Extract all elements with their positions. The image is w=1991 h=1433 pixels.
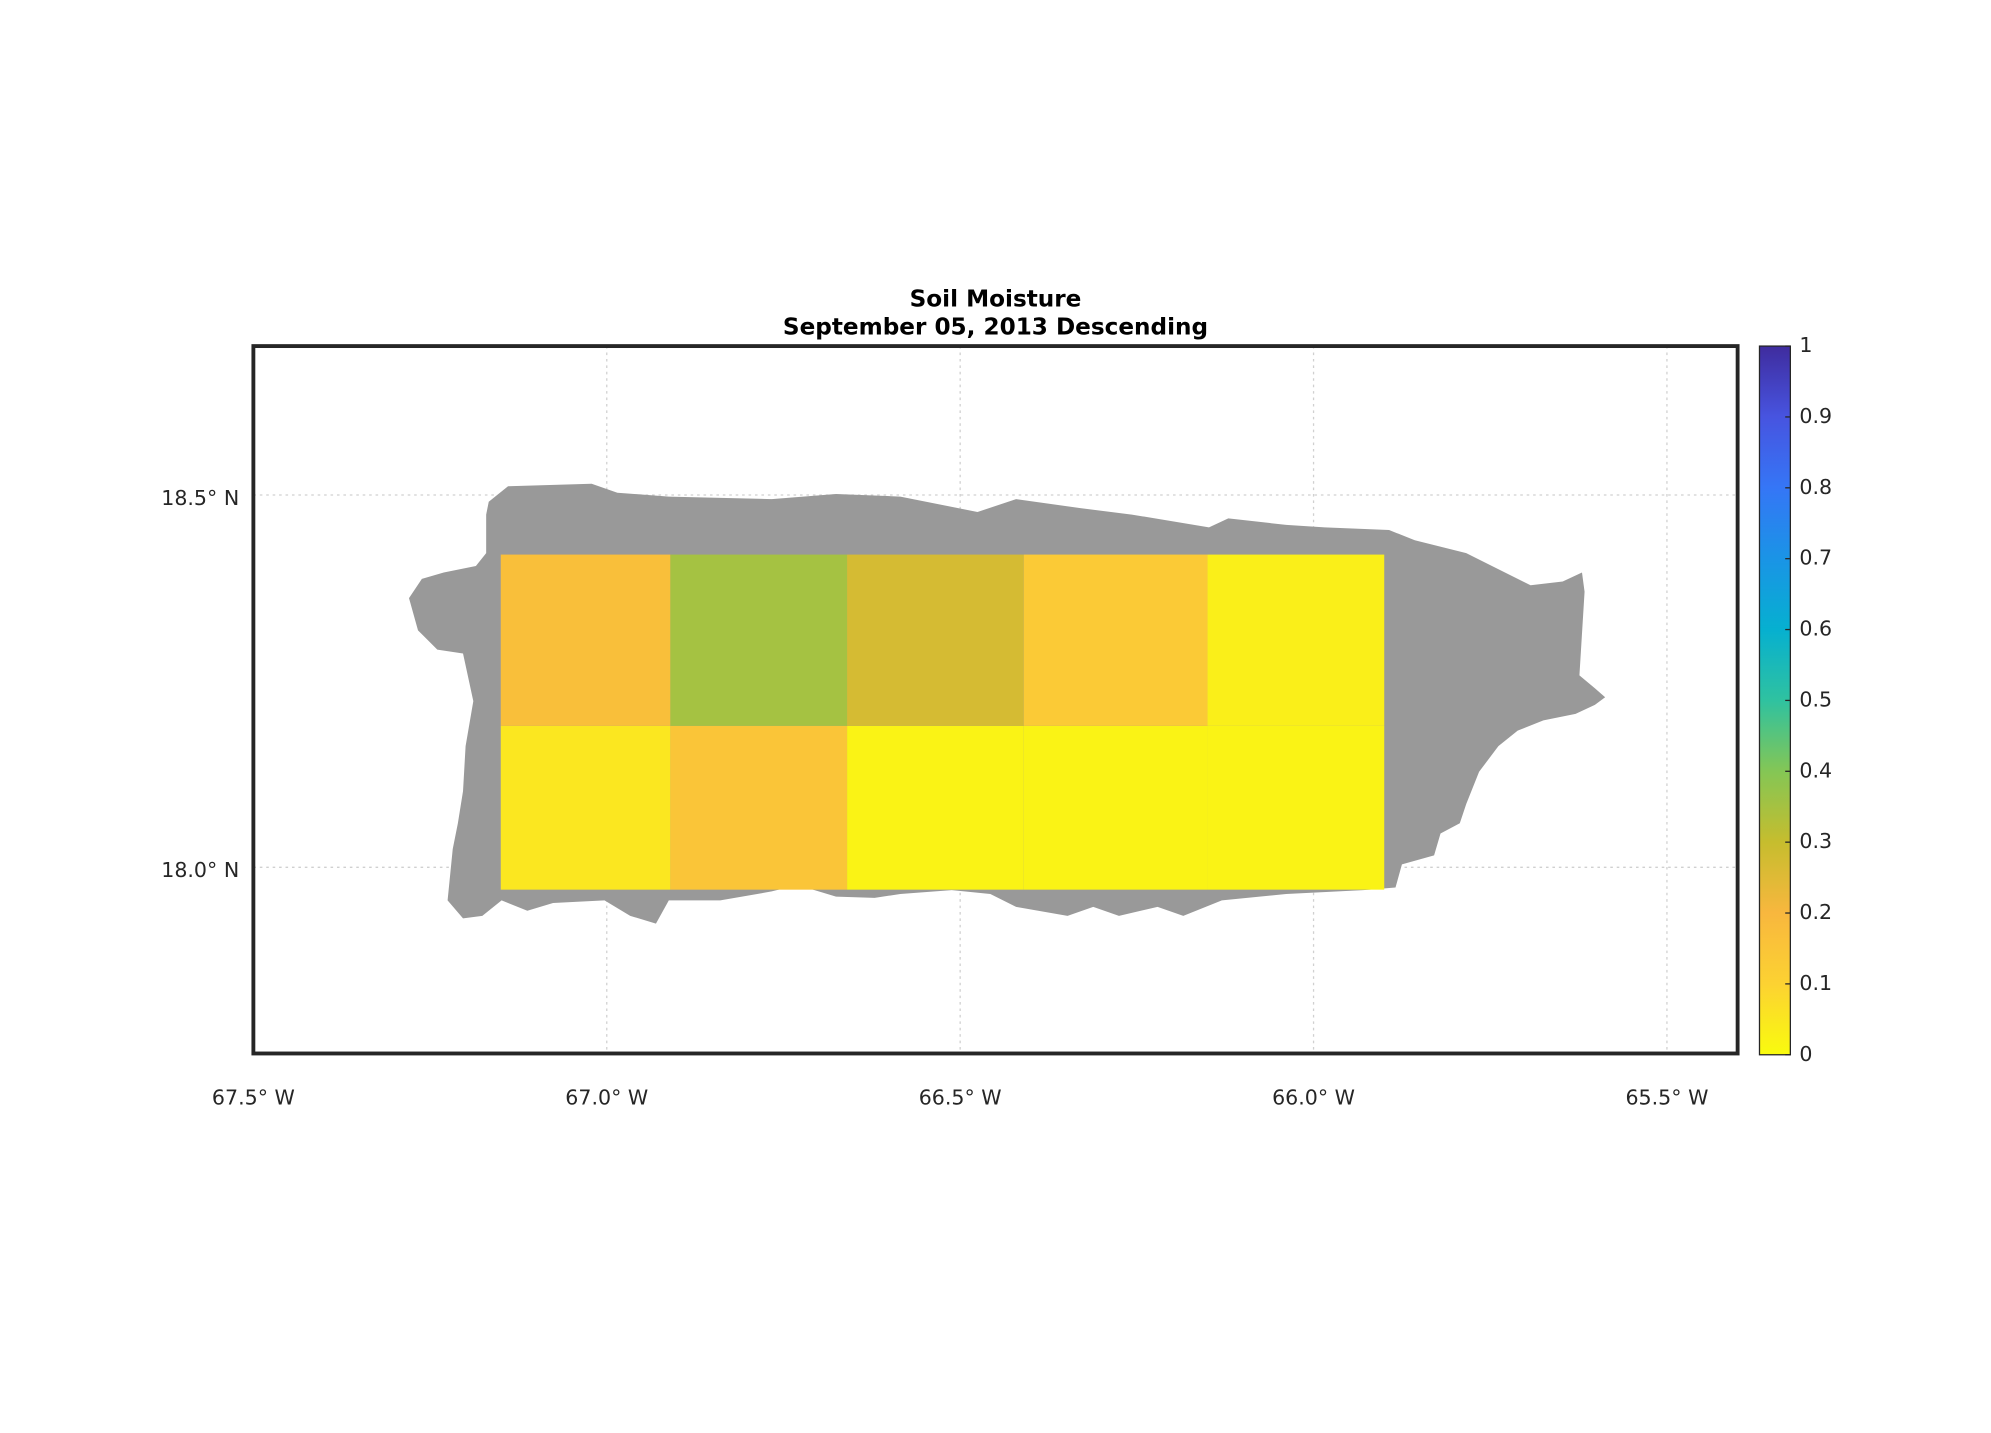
- chart-subtitle: September 05, 2013 Descending: [783, 315, 1208, 341]
- grid-cell: [1207, 554, 1385, 726]
- y-tick-label: 18.5° N: [161, 486, 239, 510]
- colorbar-tick-label: 0.4: [1799, 758, 1832, 782]
- colorbar-tick-label: 0.2: [1799, 900, 1832, 924]
- grid-cell: [670, 725, 848, 890]
- colorbar-tick-label: 1: [1799, 333, 1812, 357]
- grid-cell: [500, 554, 671, 726]
- grid-cell: [847, 725, 1024, 890]
- colorbar-tick-label: 0.7: [1799, 546, 1832, 570]
- grid-cell: [670, 554, 848, 726]
- colorbar-tick-label: 0.1: [1799, 971, 1832, 995]
- x-tick-label: 67.5° W: [212, 1085, 295, 1109]
- grid-cell: [1023, 725, 1208, 890]
- chart-title: Soil Moisture: [910, 286, 1082, 312]
- x-tick-label: 66.0° W: [1272, 1085, 1355, 1109]
- grid-cell: [1207, 725, 1385, 890]
- x-tick-label: 65.5° W: [1625, 1085, 1708, 1109]
- x-tick-label: 67.0° W: [565, 1085, 648, 1109]
- grid-cell: [500, 725, 671, 890]
- colorbar-tick-label: 0: [1799, 1042, 1812, 1066]
- grid-cell: [847, 554, 1024, 726]
- colorbar-tick-label: 0.5: [1799, 687, 1832, 711]
- y-tick-label: 18.0° N: [161, 858, 239, 882]
- colorbar-tick-label: 0.9: [1799, 404, 1832, 428]
- colorbar-tick-label: 0.8: [1799, 475, 1832, 499]
- colorbar-tick-label: 0.3: [1799, 829, 1832, 853]
- grid-cell: [1023, 554, 1208, 726]
- colorbar-tick-label: 0.6: [1799, 617, 1832, 641]
- x-tick-label: 66.5° W: [919, 1085, 1002, 1109]
- plot-frame: [251, 344, 1740, 1056]
